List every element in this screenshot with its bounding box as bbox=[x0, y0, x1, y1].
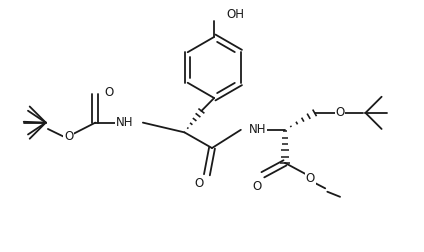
Text: O: O bbox=[105, 86, 114, 99]
Text: OH: OH bbox=[226, 8, 244, 21]
Text: NH: NH bbox=[249, 123, 267, 136]
Text: NH: NH bbox=[116, 116, 134, 129]
Text: O: O bbox=[306, 173, 315, 185]
Text: O: O bbox=[253, 180, 262, 193]
Text: O: O bbox=[195, 177, 204, 190]
Text: O: O bbox=[64, 130, 73, 143]
Text: O: O bbox=[335, 106, 345, 119]
